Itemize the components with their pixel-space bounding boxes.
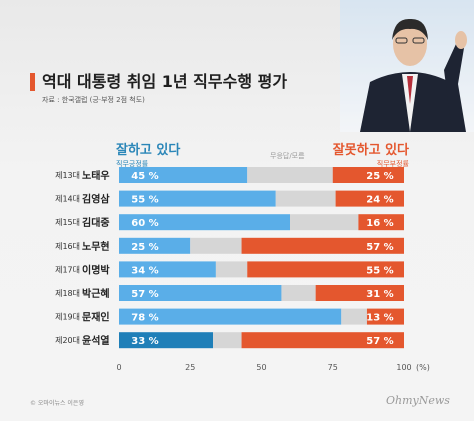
x-tick-label: 50	[256, 363, 266, 372]
bar-neutral	[247, 167, 333, 183]
row-term-label: 제15대	[55, 218, 80, 227]
bar-negative	[358, 214, 404, 231]
bar-negative-value-label: 24 %	[366, 195, 393, 206]
x-tick-label: 100	[396, 363, 411, 372]
bar-positive-value-label: 33 %	[131, 336, 158, 347]
row-term-label: 제16대	[55, 242, 80, 251]
bar-positive	[119, 261, 216, 278]
bar-positive-value-label: 57 %	[131, 289, 158, 300]
bar-positive	[119, 332, 214, 349]
row-name-label: 김영삼	[82, 193, 110, 206]
row-term-label: 제17대	[55, 265, 80, 274]
bar-positive-value-label: 55 %	[131, 195, 158, 206]
row-name-label: 노태우	[82, 169, 110, 182]
bar-negative-value-label: 16 %	[366, 218, 393, 229]
row-name-label: 윤석열	[82, 334, 110, 347]
bar-positive-value-label: 60 %	[131, 218, 158, 229]
row-name-label: 김대중	[82, 216, 110, 229]
x-unit-label: (%)	[416, 363, 430, 372]
bar-positive	[119, 237, 191, 254]
row-name-label: 박근혜	[82, 287, 110, 300]
row-name-label: 문재인	[82, 311, 110, 324]
row-name-label: 노무현	[82, 240, 110, 253]
copyright-text: © 오마이뉴스 이은영	[30, 400, 84, 407]
bar-positive	[119, 285, 282, 301]
title-accent-bar	[30, 73, 35, 91]
bar-negative	[335, 190, 404, 207]
ohmynews-logo: OhmyNews	[386, 394, 450, 407]
legend-positive-label: 잘하고 있다	[116, 143, 181, 158]
bar-neutral	[341, 308, 367, 325]
bar-neutral	[213, 332, 242, 349]
x-tick-label: 75	[328, 363, 338, 372]
row-term-label: 제14대	[55, 195, 80, 204]
bar-negative-value-label: 57 %	[366, 336, 393, 347]
legend-neutral-sub: 무응답/모름	[270, 152, 305, 160]
bar-neutral	[215, 261, 248, 278]
x-tick-label: 25	[185, 363, 195, 372]
bar-neutral	[190, 237, 242, 254]
row-term-label: 제13대	[55, 171, 80, 180]
bar-negative	[241, 332, 404, 349]
bar-positive	[119, 190, 276, 207]
president-photo	[340, 0, 474, 132]
bar-negative-value-label: 25 %	[366, 171, 393, 182]
legend-positive: 잘하고 있다 직무긍정률	[116, 139, 180, 169]
page-title: 역대 대통령 취임 1년 직무수행 평가	[42, 72, 288, 91]
bar-positive-value-label: 34 %	[131, 265, 158, 276]
bar-positive-value-label: 78 %	[131, 313, 158, 324]
bar-negative	[315, 285, 404, 301]
bar-positive-value-label: 45 %	[131, 171, 158, 182]
bar-positive	[119, 167, 248, 183]
row-name-label: 이명박	[82, 263, 110, 276]
legend-positive-sub: 직무긍정률	[116, 160, 149, 168]
bar-negative	[241, 237, 404, 254]
legend-negative: 잘못하고 있다 직무부정률	[333, 139, 409, 169]
bar-positive-value-label: 25 %	[131, 242, 158, 253]
x-tick-label: 0	[116, 363, 121, 372]
bar-positive	[119, 214, 290, 231]
legend-negative-label: 잘못하고 있다	[332, 143, 409, 158]
bar-positive	[119, 308, 342, 325]
legend-negative-sub: 직무부정률	[376, 160, 409, 168]
row-term-label: 제19대	[55, 313, 80, 322]
bar-negative	[332, 167, 404, 183]
bar-negative-value-label: 13 %	[366, 313, 393, 324]
bar-neutral	[275, 190, 336, 207]
row-term-label: 제18대	[55, 289, 80, 298]
bar-negative	[366, 308, 404, 325]
bar-negative-value-label: 57 %	[366, 242, 393, 253]
bar-neutral	[281, 285, 316, 301]
bar-negative-value-label: 55 %	[366, 265, 393, 276]
bar-neutral	[290, 214, 359, 231]
row-term-label: 제20대	[55, 336, 80, 345]
source-note: 자료 : 한국갤럽 (긍·부정 2점 척도)	[42, 96, 145, 104]
bar-negative	[247, 261, 404, 278]
bar-negative-value-label: 31 %	[366, 289, 393, 300]
